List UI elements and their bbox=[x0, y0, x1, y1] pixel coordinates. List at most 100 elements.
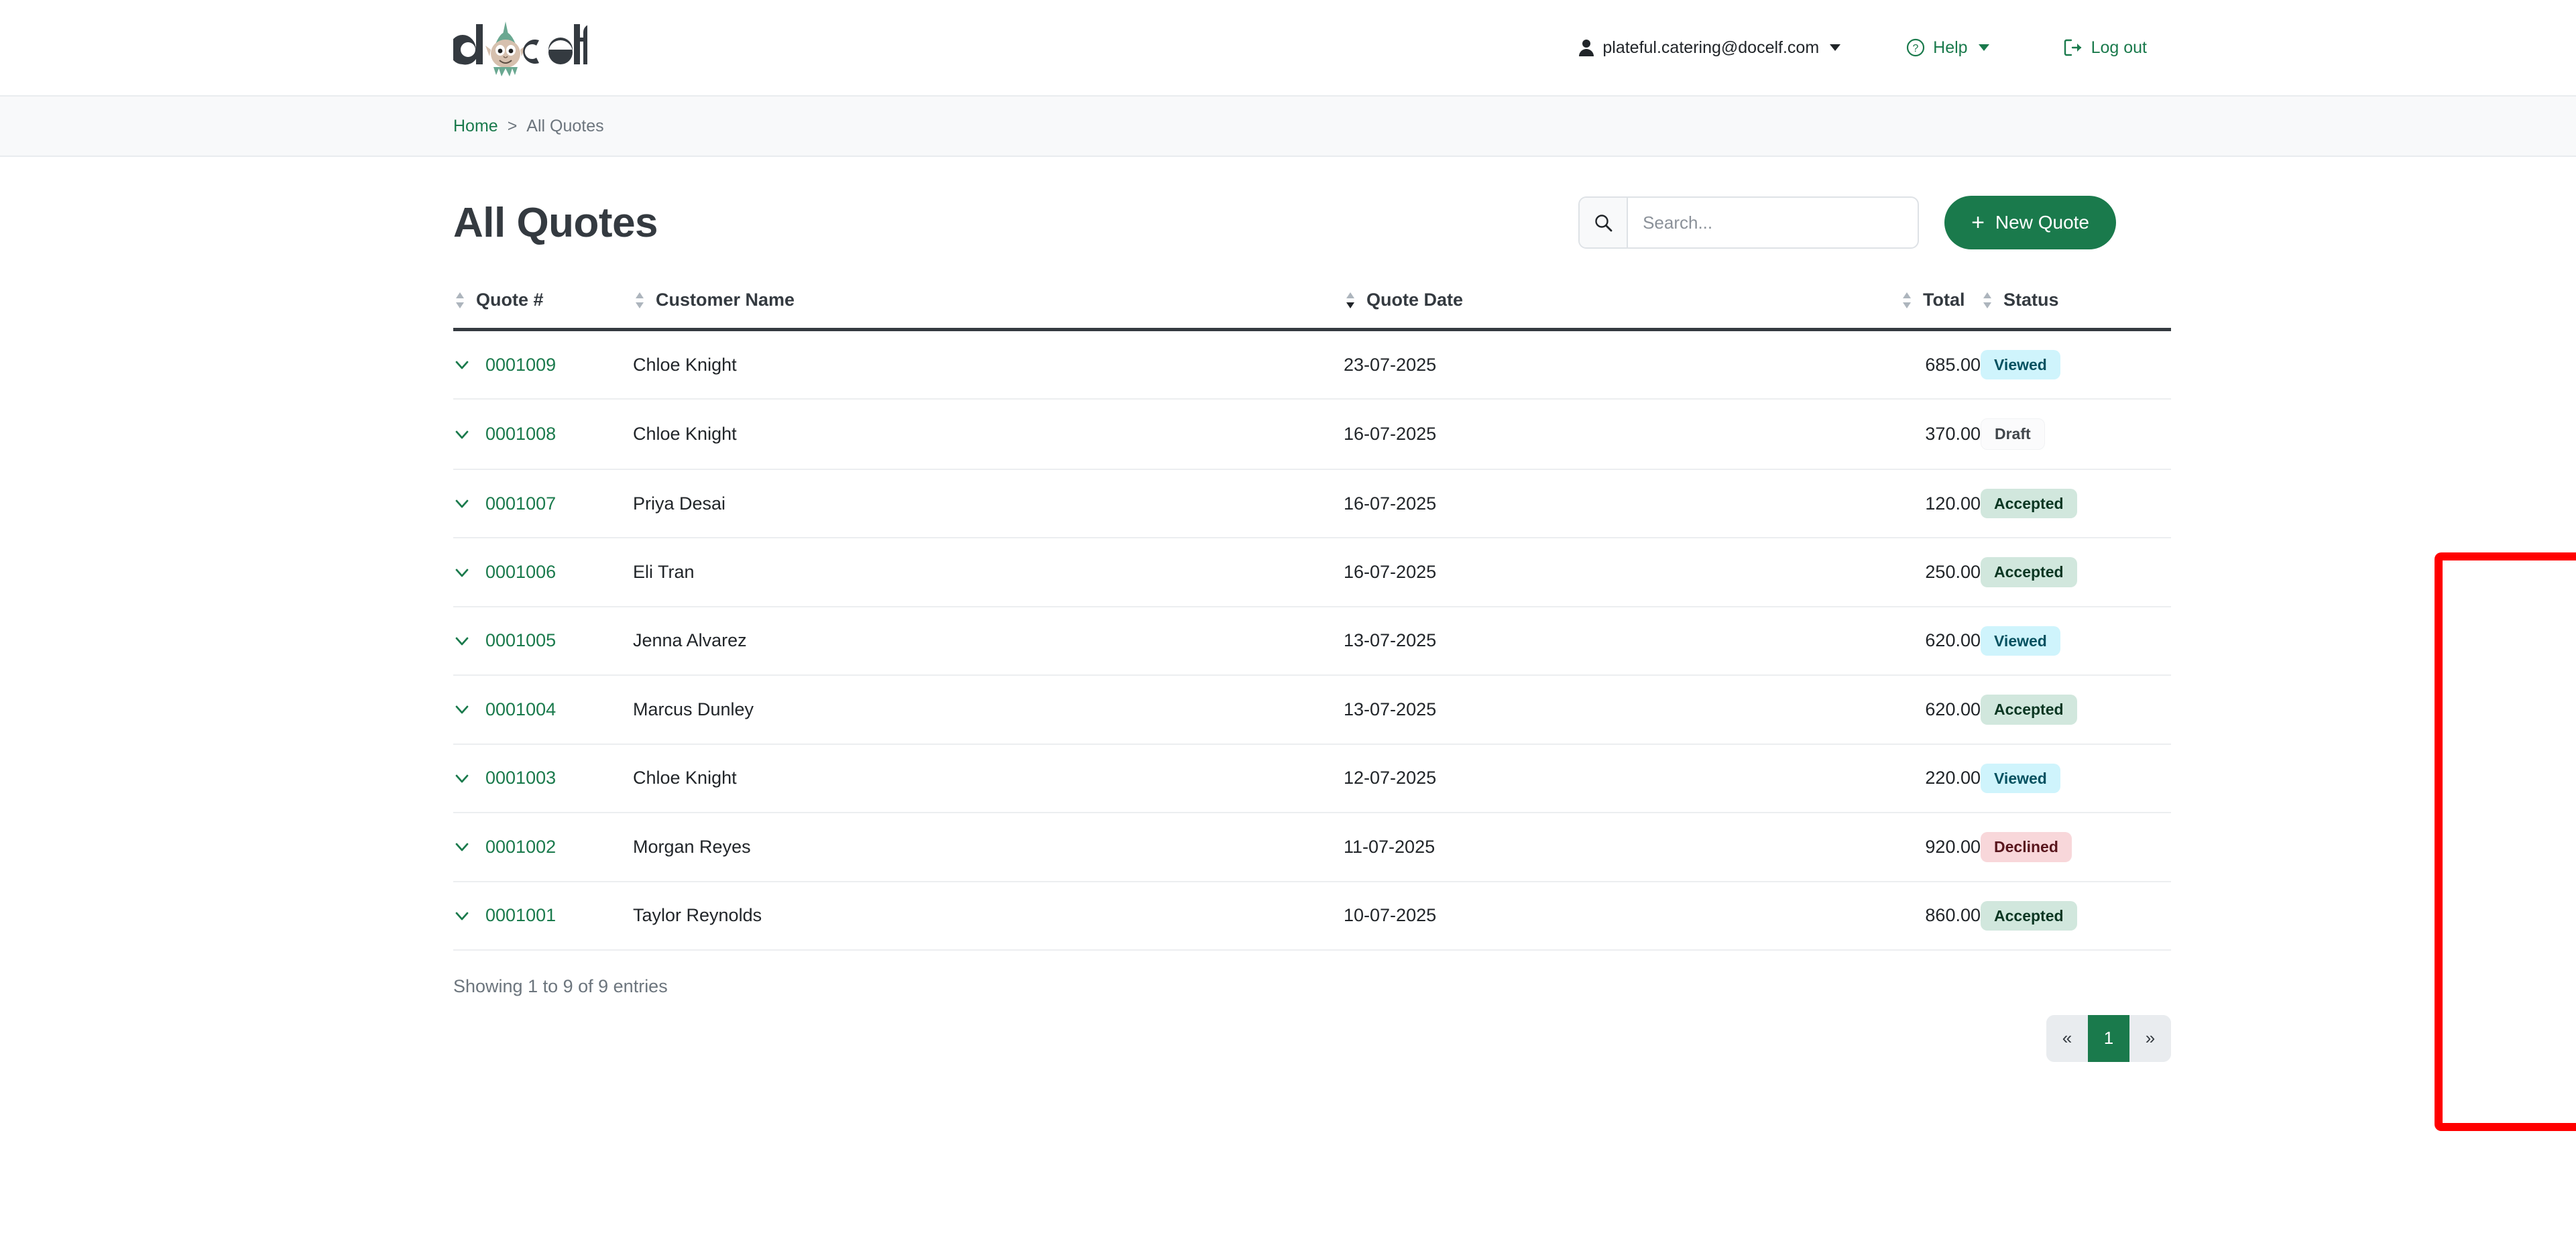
cell-total: 220.00 bbox=[1900, 744, 1981, 814]
cell-status: Accepted bbox=[1981, 881, 2171, 951]
page-title: All Quotes bbox=[453, 199, 658, 246]
cell-customer-name: Eli Tran bbox=[633, 538, 1344, 607]
cell-quote-number: 0001005 bbox=[453, 606, 633, 676]
cell-status: Viewed bbox=[1981, 744, 2171, 814]
caret-down-icon bbox=[1978, 44, 1989, 51]
sort-both-icon bbox=[633, 290, 646, 310]
pagination-page-1-button[interactable]: 1 bbox=[2088, 1014, 2129, 1062]
help-menu-button[interactable]: ? Help bbox=[1906, 38, 1989, 58]
user-email-label: plateful.catering@docelf.com bbox=[1602, 38, 1820, 57]
cell-quote-date: 10-07-2025 bbox=[1344, 881, 1900, 951]
table-row: 0001004 Marcus Dunley 13-07-2025 620.00 Acce… bbox=[453, 675, 2171, 745]
chevron-down-icon[interactable] bbox=[453, 838, 471, 855]
status-badge: Draft bbox=[1981, 418, 2045, 450]
cell-status: Viewed bbox=[1981, 329, 2171, 400]
table-head: Quote # Customer Name bbox=[453, 290, 2171, 331]
status-badge: Viewed bbox=[1981, 626, 2060, 656]
breadcrumb-home-link[interactable]: Home bbox=[453, 116, 498, 135]
chevron-down-icon[interactable] bbox=[453, 564, 471, 581]
cell-quote-number: 0001003 bbox=[453, 744, 633, 814]
column-header-total[interactable]: Total bbox=[1900, 290, 1981, 331]
quote-number-link[interactable]: 0001004 bbox=[485, 699, 557, 719]
status-column-highlight-annotation bbox=[2435, 552, 2576, 1131]
cell-status: Draft bbox=[1981, 399, 2171, 470]
chevron-down-icon[interactable] bbox=[453, 356, 471, 373]
chevron-down-icon[interactable] bbox=[453, 632, 471, 650]
new-quote-button[interactable]: + New Quote bbox=[1944, 196, 2116, 249]
cell-quote-date: 12-07-2025 bbox=[1344, 744, 1900, 814]
top-header-bar: plateful.catering@docelf.com ? Help bbox=[0, 0, 2576, 95]
cell-customer-name: Jenna Alvarez bbox=[633, 606, 1344, 676]
column-label-status: Status bbox=[2003, 290, 2059, 310]
column-header-status[interactable]: Status bbox=[1981, 290, 2171, 331]
page-header-row: All Quotes + New Quote bbox=[453, 196, 2116, 249]
pagination-first-button[interactable]: « bbox=[2046, 1014, 2088, 1062]
quote-number-link[interactable]: 0001007 bbox=[485, 493, 557, 514]
cell-total: 920.00 bbox=[1900, 813, 1981, 882]
quote-number-link[interactable]: 0001003 bbox=[485, 768, 557, 788]
status-badge: Accepted bbox=[1981, 557, 2077, 587]
chevron-down-icon[interactable] bbox=[453, 770, 471, 787]
column-header-customer-name[interactable]: Customer Name bbox=[633, 290, 1344, 331]
brand-logo[interactable] bbox=[453, 12, 587, 82]
cell-quote-number: 0001006 bbox=[453, 538, 633, 607]
table-row: 0001009 Chloe Knight 23-07-2025 685.00 Viewe… bbox=[453, 329, 2171, 400]
table-row: 0001008 Chloe Knight 16-07-2025 370.00 Draft bbox=[453, 399, 2171, 470]
column-label-total: Total bbox=[1923, 290, 1965, 310]
pagination: « 1 » bbox=[2046, 1014, 2171, 1062]
cell-status: Accepted bbox=[1981, 675, 2171, 745]
quote-number-link[interactable]: 0001001 bbox=[485, 905, 557, 926]
cell-quote-number: 0001001 bbox=[453, 881, 633, 951]
plus-icon: + bbox=[1971, 210, 1985, 235]
sort-both-icon bbox=[1900, 290, 1914, 310]
cell-total: 120.00 bbox=[1900, 469, 1981, 539]
cell-quote-number: 0001009 bbox=[453, 329, 633, 400]
cell-total: 620.00 bbox=[1900, 675, 1981, 745]
quote-number-link[interactable]: 0001006 bbox=[485, 562, 557, 583]
cell-total: 620.00 bbox=[1900, 606, 1981, 676]
cell-total: 250.00 bbox=[1900, 538, 1981, 607]
cell-quote-date: 11-07-2025 bbox=[1344, 813, 1900, 882]
column-header-quote-date[interactable]: Quote Date bbox=[1344, 290, 1900, 331]
status-badge: Viewed bbox=[1981, 763, 2060, 794]
question-circle-icon: ? bbox=[1906, 38, 1925, 57]
logout-label: Log out bbox=[2091, 38, 2147, 57]
cell-quote-date: 16-07-2025 bbox=[1344, 469, 1900, 539]
cell-status: Accepted bbox=[1981, 469, 2171, 539]
status-badge: Accepted bbox=[1981, 900, 2077, 931]
page-content: All Quotes + New Quote bbox=[0, 196, 2576, 1131]
person-icon bbox=[1578, 38, 1594, 57]
pagination-last-button[interactable]: » bbox=[2129, 1014, 2171, 1062]
search-box[interactable] bbox=[1578, 196, 1920, 249]
column-label-quote: Quote # bbox=[476, 290, 544, 310]
help-label: Help bbox=[1933, 38, 1968, 57]
svg-text:?: ? bbox=[1913, 43, 1919, 54]
column-header-quote[interactable]: Quote # bbox=[453, 290, 633, 331]
chevron-down-icon[interactable] bbox=[453, 426, 471, 443]
search-input[interactable] bbox=[1628, 198, 1918, 247]
logout-icon bbox=[2063, 38, 2083, 57]
chevron-down-icon[interactable] bbox=[453, 907, 471, 925]
cell-total: 370.00 bbox=[1900, 399, 1981, 470]
chevron-down-icon[interactable] bbox=[453, 495, 471, 512]
cell-quote-date: 13-07-2025 bbox=[1344, 675, 1900, 745]
showing-entries-label: Showing 1 to 9 of 9 entries bbox=[453, 975, 668, 996]
logout-button[interactable]: Log out bbox=[2063, 38, 2147, 58]
quote-number-link[interactable]: 0001002 bbox=[485, 836, 557, 857]
quote-number-link[interactable]: 0001009 bbox=[485, 354, 557, 375]
user-menu-button[interactable]: plateful.catering@docelf.com bbox=[1578, 38, 1841, 58]
cell-customer-name: Priya Desai bbox=[633, 469, 1344, 539]
quote-number-link[interactable]: 0001005 bbox=[485, 630, 557, 651]
status-badge: Accepted bbox=[1981, 488, 2077, 519]
cell-quote-date: 16-07-2025 bbox=[1344, 538, 1900, 607]
quote-number-link[interactable]: 0001008 bbox=[485, 424, 557, 444]
chevron-down-icon[interactable] bbox=[453, 701, 471, 718]
cell-customer-name: Morgan Reyes bbox=[633, 813, 1344, 882]
cell-customer-name: Chloe Knight bbox=[633, 329, 1344, 400]
cell-quote-date: 13-07-2025 bbox=[1344, 606, 1900, 676]
quotes-table-container: Quote # Customer Name bbox=[453, 290, 2576, 1131]
sort-both-icon bbox=[453, 290, 467, 310]
table-row: 0001001 Taylor Reynolds 10-07-2025 860.00 Ac… bbox=[453, 881, 2171, 951]
cell-quote-number: 0001008 bbox=[453, 399, 633, 470]
cell-quote-number: 0001007 bbox=[453, 469, 633, 539]
